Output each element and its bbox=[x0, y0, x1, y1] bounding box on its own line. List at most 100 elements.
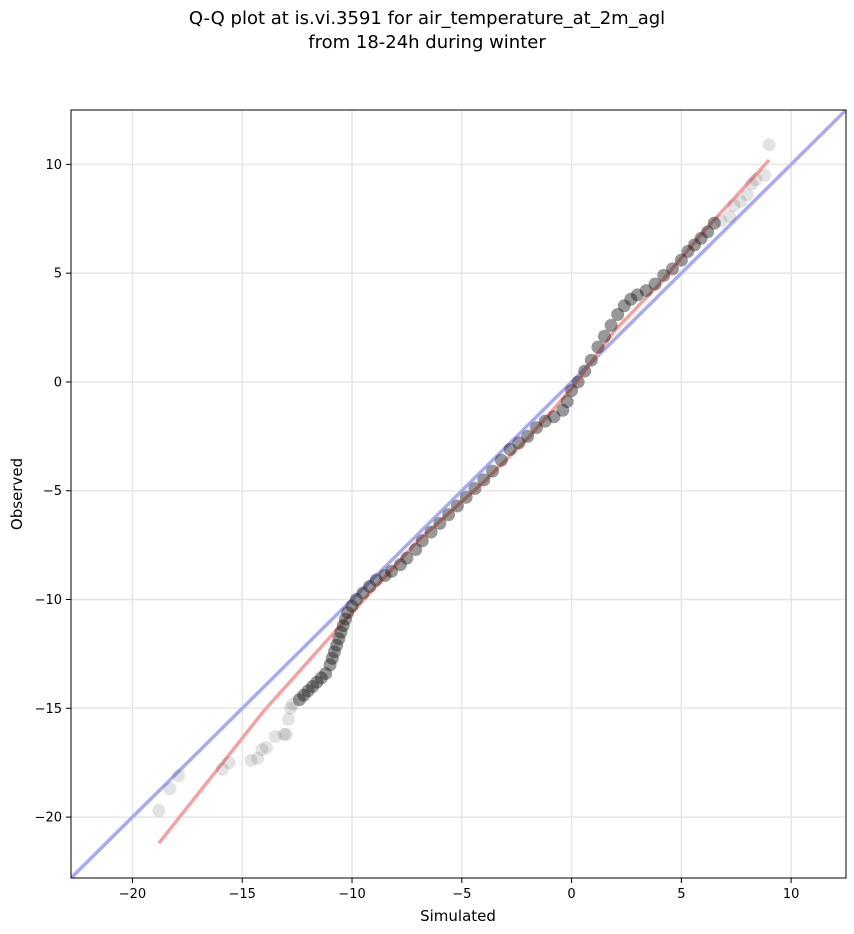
x-tick-label: −15 bbox=[229, 887, 256, 902]
data-point bbox=[468, 482, 482, 496]
data-point bbox=[251, 751, 265, 765]
grid bbox=[71, 110, 846, 878]
data-point bbox=[442, 508, 456, 522]
chart-subtitle: from 18-24h during winter bbox=[308, 32, 546, 53]
data-point bbox=[630, 288, 644, 302]
data-point bbox=[297, 688, 311, 702]
data-point bbox=[172, 769, 186, 783]
data-point bbox=[424, 525, 438, 539]
data-point bbox=[597, 329, 611, 343]
data-point bbox=[369, 573, 383, 587]
data-point bbox=[341, 606, 355, 620]
data-point bbox=[521, 429, 535, 443]
data-point bbox=[345, 599, 359, 613]
data-point bbox=[301, 684, 315, 698]
quantile-points bbox=[152, 138, 776, 818]
data-point bbox=[334, 625, 348, 639]
data-point bbox=[727, 199, 741, 213]
data-point bbox=[701, 225, 715, 239]
x-tick-label: 0 bbox=[567, 887, 575, 902]
data-point bbox=[281, 712, 295, 726]
data-point bbox=[332, 632, 346, 646]
data-point bbox=[327, 645, 341, 659]
y-tick-label: 10 bbox=[45, 158, 62, 173]
y-tick-label: −5 bbox=[43, 484, 62, 499]
y-axis-label: Observed bbox=[8, 458, 26, 530]
data-point bbox=[336, 619, 350, 633]
data-point bbox=[378, 569, 392, 583]
data-point bbox=[409, 542, 423, 556]
data-point bbox=[152, 804, 166, 818]
x-axis: −20 −15 −10 −5 0 5 10 bbox=[119, 878, 800, 902]
y-tick-label: −10 bbox=[35, 593, 62, 608]
data-point bbox=[215, 762, 229, 776]
data-point bbox=[745, 177, 759, 191]
data-point bbox=[330, 638, 344, 652]
data-point bbox=[758, 168, 772, 182]
data-point bbox=[292, 693, 306, 707]
data-point bbox=[657, 268, 671, 282]
data-point bbox=[762, 138, 776, 152]
data-point bbox=[244, 754, 258, 768]
data-point bbox=[486, 464, 500, 478]
data-point bbox=[255, 743, 269, 757]
data-point bbox=[323, 658, 337, 672]
data-point bbox=[259, 740, 273, 754]
data-point bbox=[617, 299, 631, 313]
data-point bbox=[338, 612, 352, 626]
data-point bbox=[547, 410, 561, 424]
data-point bbox=[512, 436, 526, 450]
data-point bbox=[277, 727, 291, 741]
x-tick-label: −10 bbox=[338, 887, 365, 902]
y-tick-label: 0 bbox=[54, 375, 62, 390]
reference-lines bbox=[71, 110, 846, 878]
data-point bbox=[714, 214, 728, 228]
data-point bbox=[529, 421, 543, 435]
data-point bbox=[556, 403, 570, 417]
data-point bbox=[349, 593, 363, 607]
data-point bbox=[356, 586, 370, 600]
data-point bbox=[591, 340, 605, 354]
data-point bbox=[578, 364, 592, 378]
data-point bbox=[560, 395, 574, 409]
data-point bbox=[385, 564, 399, 578]
data-point bbox=[450, 499, 464, 513]
data-point bbox=[310, 675, 324, 689]
y-tick-label: −20 bbox=[35, 811, 62, 826]
data-point bbox=[393, 558, 407, 572]
data-point bbox=[503, 442, 517, 456]
plot-frame bbox=[70, 109, 847, 879]
x-tick-label: −20 bbox=[119, 887, 146, 902]
data-point bbox=[723, 210, 737, 224]
x-tick-label: 5 bbox=[677, 887, 685, 902]
data-point bbox=[565, 384, 579, 398]
data-point bbox=[477, 473, 491, 487]
data-point bbox=[674, 253, 688, 267]
data-point bbox=[707, 216, 721, 230]
data-point bbox=[611, 308, 625, 322]
data-point bbox=[648, 277, 662, 291]
data-point bbox=[433, 516, 447, 530]
y-tick-label: −15 bbox=[35, 702, 62, 717]
data-point bbox=[604, 318, 618, 332]
data-point bbox=[268, 730, 282, 744]
data-point bbox=[584, 353, 598, 367]
data-point bbox=[284, 701, 298, 715]
x-axis-label: Simulated bbox=[420, 907, 496, 925]
y-axis: −20 −15 −10 −5 0 5 10 bbox=[35, 158, 71, 826]
data-point bbox=[749, 173, 763, 187]
data-point bbox=[494, 453, 508, 467]
data-point bbox=[740, 188, 754, 202]
data-point bbox=[279, 727, 293, 741]
identity-line bbox=[71, 110, 846, 878]
chart-title: Q-Q plot at is.vi.3591 for air_temperatu… bbox=[188, 8, 666, 29]
data-point bbox=[319, 666, 333, 680]
data-point bbox=[222, 756, 236, 770]
data-point bbox=[681, 244, 695, 258]
data-point bbox=[688, 238, 702, 252]
x-tick-label: 10 bbox=[783, 887, 800, 902]
x-tick-label: −5 bbox=[452, 887, 471, 902]
data-point bbox=[314, 671, 328, 685]
data-point bbox=[571, 375, 585, 389]
